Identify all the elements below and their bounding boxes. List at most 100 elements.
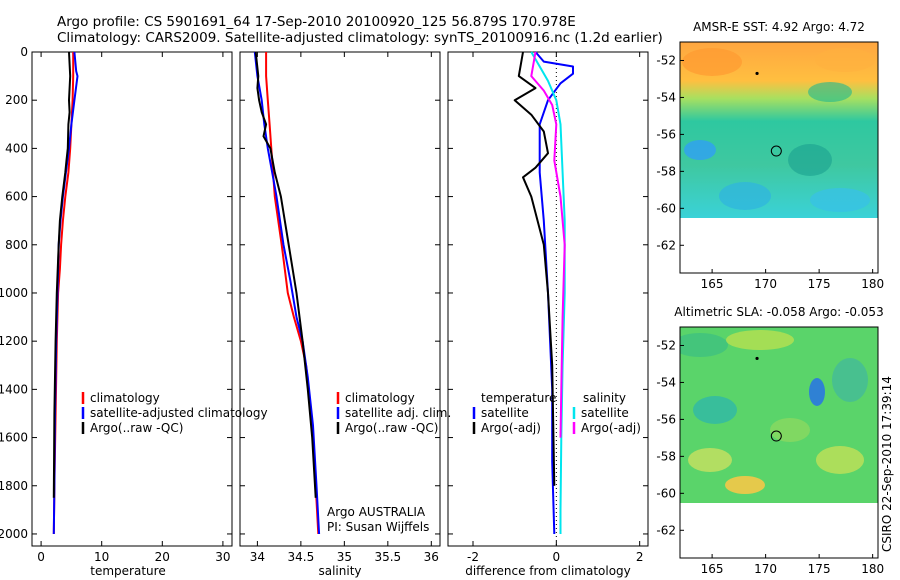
series-line-temperature-argo-adj [513, 51, 556, 486]
legend-label-climatology: climatology [90, 391, 160, 405]
sst-cold-patch [684, 140, 716, 160]
temperature-axes-frame [31, 51, 233, 547]
sla-patch [680, 333, 728, 357]
sla-patch [832, 358, 868, 402]
difference-axes-frame [447, 51, 649, 547]
sla-heatmap [680, 327, 878, 503]
x-tick-label: 34 [250, 550, 265, 564]
y-tick-label: -56 [656, 127, 676, 141]
x-tick-label: 165 [701, 562, 724, 576]
x-tick-label: 170 [754, 277, 777, 291]
sla-high-patch [725, 476, 765, 494]
sla-patch [770, 418, 810, 442]
sst-map-title: AMSR-E SST: 4.92 Argo: 4.72 [693, 20, 865, 34]
y-tick-label: 1600 [0, 431, 28, 445]
x-tick-label: 0 [553, 550, 561, 564]
annotation-argo-australia: Argo AUSTRALIA [327, 505, 426, 519]
y-tick-label: -58 [656, 449, 676, 463]
x-tick-label: 165 [701, 277, 724, 291]
sst-heatmap [680, 42, 878, 218]
sst-map-frame [679, 41, 879, 274]
series-line-salinity-satellite [530, 51, 566, 534]
series-line-satellite-adj-clim [253, 51, 321, 535]
series-line-argo-raw-qc [254, 51, 317, 498]
y-tick-label: 1000 [0, 286, 28, 300]
sst-warm-patch [788, 144, 832, 176]
y-tick-label: 200 [5, 93, 28, 107]
sla-map-frame [679, 326, 879, 559]
y-tick-label: 400 [5, 141, 28, 155]
x-tick-label: -2 [467, 550, 479, 564]
sla-map-title: Altimetric SLA: -0.058 Argo: -0.053 [674, 305, 883, 319]
y-tick-label: 0 [20, 45, 28, 59]
y-tick-label: -60 [656, 486, 676, 500]
annotation-pi: PI: Susan Wijffels [327, 520, 429, 534]
difference-xlabel: difference from climatology [465, 564, 631, 578]
sla-previous-marker [755, 356, 759, 361]
side-timestamp: CSIRO 22-Sep-2010 17:39:14 [880, 376, 894, 552]
temperature-ticks: 0 10 20 30 0 200 400 600 800 1000 1200 1400 1600 1800… [0, 45, 232, 564]
x-tick-label: 0 [37, 550, 45, 564]
figure-title-line2: Climatology: CARS2009. Satellite-adjuste… [57, 30, 663, 46]
legend-label-temp-satellite: satellite [481, 406, 529, 420]
x-tick-label: 180 [861, 562, 884, 576]
salinity-legend: climatology satellite adj. clim. Argo(..… [336, 391, 451, 435]
difference-ticks: -2 0 2 [448, 51, 648, 564]
difference-series [513, 51, 574, 535]
temperature-xlabel: temperature [90, 564, 165, 578]
sla-patch [726, 330, 794, 350]
y-tick-label: -62 [656, 523, 676, 537]
series-line-argo-raw-qc [52, 51, 72, 498]
salinity-axes-frame [239, 51, 441, 547]
legend-label-climatology: climatology [345, 391, 415, 405]
x-tick-label: 36 [424, 550, 439, 564]
legend-label-argo: Argo(..raw -QC) [345, 421, 438, 435]
x-tick-label: 175 [808, 277, 831, 291]
series-line-salinity-argo-adj [530, 51, 566, 438]
sla-profile-marker [770, 430, 782, 442]
y-tick-label: 600 [5, 190, 28, 204]
y-tick-label: 800 [5, 238, 28, 252]
y-tick-label: -52 [656, 338, 676, 352]
y-tick-label: -56 [656, 412, 676, 426]
sla-low-patch [809, 378, 825, 406]
salinity-ticks: 34 34.5 35 35.5 36 [240, 51, 440, 564]
legend-label-sal-argo: Argo(-adj) [581, 421, 641, 435]
sst-profile-marker [770, 145, 782, 157]
sst-previous-marker [755, 71, 759, 76]
y-tick-label: -54 [656, 90, 676, 104]
salinity-xlabel: salinity [318, 564, 361, 578]
x-tick-label: 35 [337, 550, 352, 564]
x-tick-label: 34.5 [288, 550, 315, 564]
x-tick-label: 30 [215, 550, 230, 564]
sla-patch [693, 396, 737, 424]
y-tick-label: 1800 [0, 479, 28, 493]
y-tick-label: -54 [656, 375, 676, 389]
y-tick-label: 1200 [0, 334, 28, 348]
y-tick-label: -62 [656, 238, 676, 252]
x-tick-label: 35.5 [374, 550, 401, 564]
y-tick-label: -60 [656, 201, 676, 215]
x-tick-label: 10 [94, 550, 109, 564]
sst-cold-patch [719, 182, 771, 210]
legend-label-temp-argo: Argo(-adj) [481, 421, 541, 435]
x-tick-label: 180 [861, 277, 884, 291]
y-tick-label: -52 [656, 53, 676, 67]
sla-ticks: 165 170 175 180 -52 -54 -56 -58 -60 -62 [656, 338, 884, 576]
figure-title-line1: Argo profile: CS 5901691_64 17-Sep-2010 … [57, 14, 576, 30]
y-tick-label: 2000 [0, 527, 28, 541]
legend-label-sal-satellite: satellite [581, 406, 629, 420]
legend-label-argo: Argo(..raw -QC) [90, 421, 183, 435]
x-tick-label: 20 [155, 550, 170, 564]
y-tick-label: 1400 [0, 382, 28, 396]
sst-green-patch [808, 82, 852, 102]
sst-warm-patch [682, 48, 742, 76]
sla-patch [816, 446, 864, 474]
legend-label-satellite: satellite-adjusted climatology [90, 406, 268, 420]
temperature-series [52, 51, 79, 535]
sst-warm-patch [815, 48, 875, 72]
legend-header-salinity: salinity [583, 391, 626, 405]
legend-label-satellite: satellite adj. clim. [345, 406, 451, 420]
x-tick-label: 175 [808, 562, 831, 576]
